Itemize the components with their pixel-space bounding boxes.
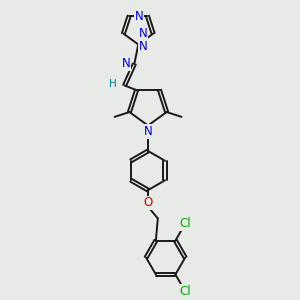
- Text: N: N: [122, 58, 130, 70]
- Text: N: N: [139, 27, 147, 40]
- Text: N: N: [139, 40, 148, 53]
- Text: N: N: [135, 10, 144, 22]
- Text: O: O: [143, 196, 153, 209]
- Text: H: H: [109, 79, 117, 88]
- Text: Cl: Cl: [179, 285, 191, 298]
- Text: N: N: [144, 125, 152, 138]
- Text: Cl: Cl: [179, 217, 191, 230]
